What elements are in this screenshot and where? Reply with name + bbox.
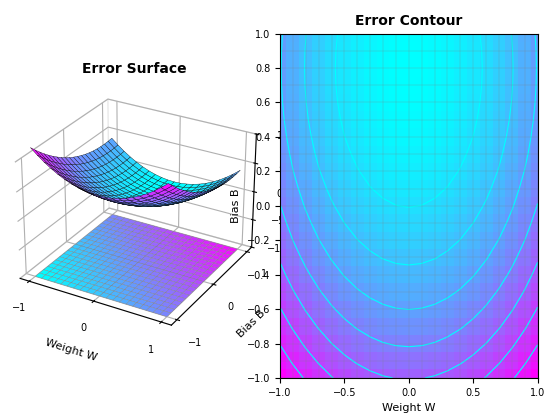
Y-axis label: Bias B: Bias B [235, 308, 267, 339]
Y-axis label: Bias B: Bias B [231, 189, 241, 223]
X-axis label: Weight W: Weight W [382, 403, 436, 413]
Title: Error Surface: Error Surface [82, 62, 186, 76]
X-axis label: Weight W: Weight W [44, 337, 98, 362]
Title: Error Contour: Error Contour [355, 14, 463, 28]
